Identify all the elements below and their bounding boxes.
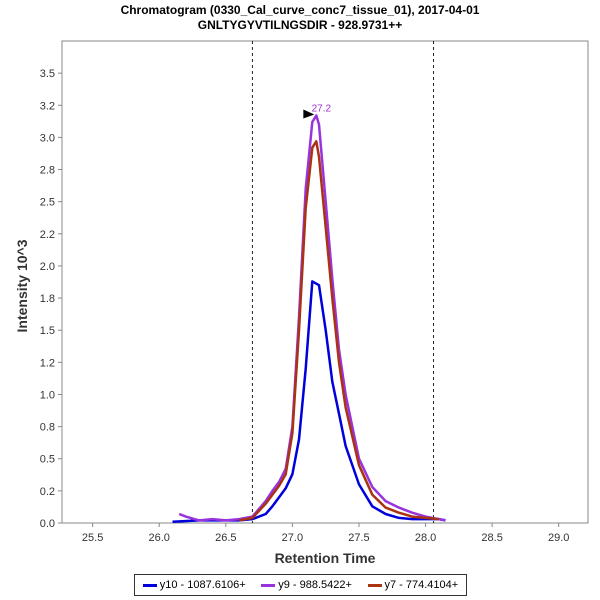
x-tick-label: 28.0	[415, 532, 436, 544]
y-tick-label: 0.8	[40, 422, 55, 434]
legend-label: y10 - 1087.6106+	[159, 579, 246, 591]
legend-swatch	[367, 583, 382, 587]
y-tick-label: 1.0	[40, 389, 55, 401]
legend-swatch	[261, 583, 276, 587]
y-axis: 0.0 0.2 0.5 0.8 1.0 1.2 1.5 1.8 2.0 2.2 2.5 2.8 3.0 3…	[40, 68, 62, 530]
x-axis: 25.5 26.0 26.5 27.0 27.5 28.0 28.5 29.0	[82, 523, 569, 544]
legend-label: y7 - 774.4104+	[384, 579, 459, 591]
series-line	[238, 140, 440, 522]
series-line	[178, 114, 446, 522]
peak-annotation: 27.2	[303, 104, 332, 119]
chart-subtitle: GNLTYGYVTILNGSDIR - 928.9731++	[197, 18, 403, 32]
y-tick-label: 0.0	[40, 518, 55, 530]
x-tick-label: 26.0	[148, 532, 169, 544]
y-tick-label: 2.8	[40, 165, 55, 177]
integration-boundaries	[251, 41, 435, 523]
legend-item: y7 - 774.4104+	[367, 579, 459, 591]
y-tick-label: 3.2	[40, 100, 55, 112]
series-lines	[172, 114, 446, 523]
y-tick-label: 1.8	[40, 293, 55, 305]
x-tick-label: 28.5	[481, 532, 502, 544]
plot-area	[61, 40, 589, 524]
y-axis-title: Intensity 10^3	[14, 239, 30, 332]
x-tick-label: 29.0	[548, 532, 569, 544]
legend-swatch	[142, 583, 157, 587]
chart-title: Chromatogram (0330_Cal_curve_conc7_tissu…	[120, 3, 480, 17]
x-tick-label: 25.5	[82, 532, 103, 544]
x-tick-label: 27.0	[282, 532, 303, 544]
y-tick-label: 1.2	[40, 357, 55, 369]
x-tick-label: 26.5	[215, 532, 236, 544]
y-tick-label: 2.5	[40, 197, 55, 209]
legend-label: y9 - 988.5422+	[278, 579, 352, 591]
y-tick-label: 1.5	[40, 325, 55, 337]
y-tick-label: 0.5	[40, 454, 55, 466]
y-tick-label: 3.5	[40, 68, 55, 80]
legend-item: y10 - 1087.6106+	[142, 579, 246, 591]
legend-item: y9 - 988.5422+	[261, 579, 352, 591]
legend: y10 - 1087.6106+ y9 - 988.5422+ y7 - 774.4…	[134, 574, 467, 596]
y-tick-label: 0.2	[40, 486, 55, 498]
y-tick-label: 2.2	[40, 229, 55, 241]
x-axis-title: Retention Time	[275, 550, 376, 566]
chromatogram-chart: 0.0 0.2 0.5 0.8 1.0 1.2 1.5 1.8 2.0 2.2 2.5 2.8 3.0 3…	[14, 40, 589, 566]
y-tick-label: 3.0	[40, 132, 55, 144]
y-tick-label: 2.0	[40, 261, 55, 273]
peak-arrow	[303, 109, 315, 119]
peak-label: 27.2	[312, 104, 332, 115]
x-tick-label: 27.5	[348, 532, 369, 544]
